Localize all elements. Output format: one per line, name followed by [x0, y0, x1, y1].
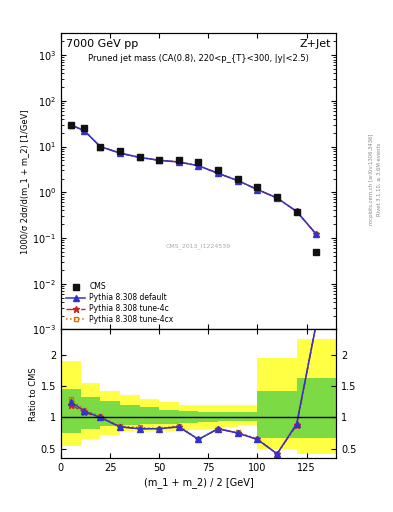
CMS: [235, 176, 240, 182]
Pythia 8.308 tune-4cx: [157, 157, 162, 163]
Pythia 8.308 tune-4cx: [82, 128, 87, 134]
Pythia 8.308 tune-4cx: [196, 163, 201, 169]
Pythia 8.308 tune-4c: [118, 150, 122, 156]
CMS: [157, 157, 162, 163]
CMS: [255, 184, 260, 190]
Pythia 8.308 default: [255, 186, 260, 193]
Pythia 8.308 tune-4cx: [314, 231, 319, 238]
Pythia 8.308 tune-4c: [196, 163, 201, 169]
CMS: [137, 154, 142, 160]
Pythia 8.308 default: [294, 208, 299, 215]
Pythia 8.308 tune-4cx: [98, 143, 103, 150]
Pythia 8.308 tune-4c: [216, 170, 220, 176]
Line: Pythia 8.308 default: Pythia 8.308 default: [68, 122, 319, 237]
Pythia 8.308 default: [98, 143, 103, 150]
Text: Z+Jet: Z+Jet: [299, 39, 331, 49]
Pythia 8.308 default: [157, 157, 162, 163]
Pythia 8.308 tune-4cx: [216, 170, 220, 176]
CMS: [275, 194, 279, 200]
CMS: [118, 148, 122, 154]
Pythia 8.308 default: [275, 195, 279, 201]
Y-axis label: Ratio to CMS: Ratio to CMS: [29, 367, 38, 421]
Pythia 8.308 tune-4c: [176, 159, 181, 165]
Pythia 8.308 tune-4c: [275, 195, 279, 201]
Y-axis label: 1000/σ 2dσ/d(m_1 + m_2) [1/GeV]: 1000/σ 2dσ/d(m_1 + m_2) [1/GeV]: [20, 109, 29, 253]
Pythia 8.308 tune-4c: [82, 128, 87, 134]
Pythia 8.308 tune-4c: [255, 186, 260, 193]
Text: Rivet 3.1.10, ≥ 3.6M events: Rivet 3.1.10, ≥ 3.6M events: [377, 142, 382, 216]
Pythia 8.308 tune-4c: [68, 122, 73, 128]
Pythia 8.308 tune-4c: [157, 157, 162, 163]
Pythia 8.308 tune-4c: [294, 208, 299, 215]
Legend: CMS, Pythia 8.308 default, Pythia 8.308 tune-4c, Pythia 8.308 tune-4cx: CMS, Pythia 8.308 default, Pythia 8.308 …: [65, 281, 175, 326]
Pythia 8.308 tune-4c: [98, 143, 103, 150]
CMS: [216, 167, 220, 174]
Pythia 8.308 tune-4cx: [176, 159, 181, 165]
Pythia 8.308 default: [235, 178, 240, 184]
Pythia 8.308 tune-4cx: [68, 122, 73, 128]
Pythia 8.308 default: [314, 231, 319, 238]
CMS: [68, 122, 73, 128]
Text: 7000 GeV pp: 7000 GeV pp: [66, 39, 139, 49]
Pythia 8.308 tune-4cx: [294, 208, 299, 215]
Text: CMS_2013_I1224539: CMS_2013_I1224539: [166, 244, 231, 249]
Pythia 8.308 tune-4cx: [137, 154, 142, 160]
CMS: [294, 209, 299, 215]
Pythia 8.308 default: [68, 122, 73, 128]
Pythia 8.308 default: [82, 128, 87, 134]
Pythia 8.308 tune-4c: [314, 231, 319, 238]
Line: CMS: CMS: [68, 122, 320, 255]
Pythia 8.308 tune-4cx: [118, 150, 122, 156]
Pythia 8.308 default: [196, 163, 201, 169]
CMS: [98, 143, 103, 150]
Pythia 8.308 tune-4cx: [255, 186, 260, 193]
Line: Pythia 8.308 tune-4c: Pythia 8.308 tune-4c: [67, 121, 320, 238]
CMS: [82, 125, 87, 132]
Pythia 8.308 default: [176, 159, 181, 165]
CMS: [314, 249, 319, 255]
Pythia 8.308 default: [137, 154, 142, 160]
Pythia 8.308 tune-4cx: [275, 195, 279, 201]
CMS: [176, 157, 181, 163]
Line: Pythia 8.308 tune-4cx: Pythia 8.308 tune-4cx: [68, 122, 319, 237]
Pythia 8.308 tune-4cx: [235, 178, 240, 184]
X-axis label: (m_1 + m_2) / 2 [GeV]: (m_1 + m_2) / 2 [GeV]: [143, 477, 253, 488]
Text: mcplots.cern.ch [arXiv:1306.3436]: mcplots.cern.ch [arXiv:1306.3436]: [369, 134, 374, 225]
Pythia 8.308 tune-4c: [235, 178, 240, 184]
Text: Pruned jet mass (CA(0.8), 220<p_{T}<300, |y|<2.5): Pruned jet mass (CA(0.8), 220<p_{T}<300,…: [88, 54, 309, 63]
CMS: [196, 159, 201, 165]
Pythia 8.308 default: [216, 170, 220, 176]
Pythia 8.308 tune-4c: [137, 154, 142, 160]
Pythia 8.308 default: [118, 150, 122, 156]
